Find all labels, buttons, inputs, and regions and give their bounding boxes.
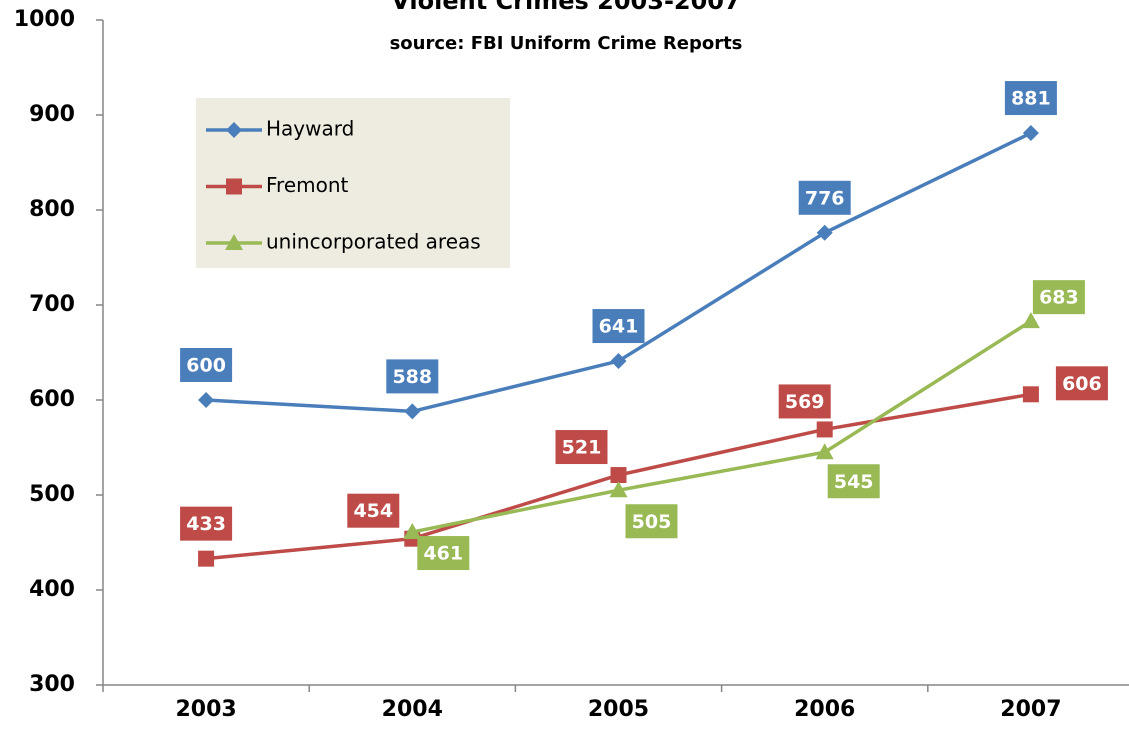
data-label-box [180, 506, 233, 541]
marker [816, 421, 833, 438]
marker [198, 392, 215, 408]
marker [403, 523, 422, 540]
data-label: 683 [1039, 287, 1079, 309]
data-label: 600 [186, 355, 226, 377]
data-label: 545 [834, 471, 874, 493]
data-label: 505 [632, 511, 672, 533]
y-tick-label: 500 [29, 482, 75, 507]
x-tick-label: 2005 [588, 697, 649, 722]
data-label: 606 [1062, 373, 1102, 395]
data-label: 433 [186, 513, 226, 535]
legend-label: Fremont [266, 173, 349, 197]
data-label: 776 [805, 187, 845, 209]
data-label-box [386, 359, 439, 394]
marker [1022, 386, 1039, 403]
marker [225, 234, 243, 250]
x-tick-label: 2004 [382, 697, 443, 722]
x-tick-label: 2007 [1000, 697, 1061, 722]
x-tick-label: 2006 [794, 697, 855, 722]
marker [198, 550, 215, 567]
data-label-box [827, 464, 880, 499]
chart-title: Violent Crimes 2003-2007 [391, 0, 740, 15]
y-tick-label: 1000 [14, 7, 75, 32]
marker [610, 353, 627, 370]
data-label: 454 [353, 500, 393, 522]
legend-label: Hayward [266, 117, 354, 141]
data-label-box [180, 348, 233, 382]
marker [404, 403, 421, 420]
y-tick-label: 800 [29, 197, 75, 222]
marker [816, 224, 833, 241]
y-tick-label: 700 [29, 292, 75, 317]
data-label: 641 [599, 316, 639, 338]
y-tick-label: 600 [29, 387, 75, 412]
y-tick-label: 400 [29, 577, 75, 602]
series-line [411, 319, 1032, 534]
marker [226, 122, 242, 138]
data-label-box [417, 536, 470, 571]
marker [610, 467, 627, 484]
data-label-box [798, 180, 851, 215]
data-label-box [555, 430, 608, 465]
data-label-box [1055, 366, 1108, 401]
legend-label: unincorporated areas [266, 230, 481, 254]
chart-subtitle: source: FBI Uniform Crime Reports [390, 33, 743, 54]
data-label-box [592, 309, 645, 344]
marker [609, 481, 628, 498]
data-label-box [625, 504, 678, 539]
data-label: 881 [1011, 88, 1051, 110]
marker [1021, 312, 1040, 329]
data-label: 521 [562, 437, 602, 459]
data-label-box [1004, 81, 1057, 116]
marker [226, 178, 242, 195]
y-tick-label: 900 [29, 102, 75, 127]
x-tick-label: 2003 [175, 697, 236, 722]
marker [1022, 125, 1039, 142]
data-label: 461 [423, 543, 463, 565]
data-label-box [1032, 280, 1085, 315]
data-label-box [778, 384, 831, 419]
legend [196, 98, 510, 268]
data-label-box [347, 493, 400, 528]
y-tick-label: 300 [29, 672, 75, 697]
data-label: 569 [785, 391, 825, 413]
data-label: 588 [392, 366, 432, 388]
marker [815, 443, 834, 460]
